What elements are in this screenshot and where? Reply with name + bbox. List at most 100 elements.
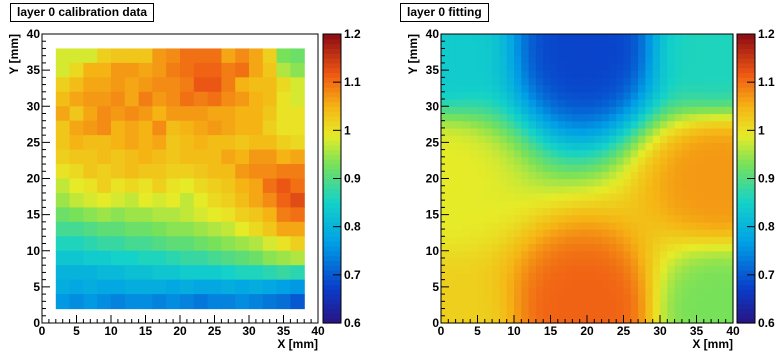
heatmap-cell (689, 286, 698, 295)
color-bar-step (737, 154, 755, 160)
heatmap-cell (601, 265, 610, 274)
heatmap-cell (711, 178, 719, 187)
heatmap-cell (645, 149, 654, 158)
heatmap-cell (572, 55, 581, 64)
heatmap-cell (725, 99, 734, 107)
heatmap-cell (83, 106, 98, 122)
heatmap-cell (601, 279, 610, 288)
heatmap-cell (572, 70, 581, 78)
heatmap-cell (616, 106, 625, 115)
heatmap-cell (718, 279, 727, 288)
heatmap-cell (506, 301, 515, 310)
heatmap-cell (565, 272, 573, 281)
heatmap-cell (521, 178, 530, 187)
heatmap-cell (448, 265, 457, 274)
heatmap-cell (499, 55, 508, 64)
heatmap-cell (550, 192, 559, 201)
heatmap-cell (601, 221, 610, 230)
heatmap-cell (83, 221, 98, 237)
heatmap-cell (689, 84, 698, 93)
heatmap-cell (681, 84, 690, 93)
heatmap-cell (543, 265, 552, 274)
heatmap-cell (601, 127, 610, 136)
heatmap-cell (152, 265, 167, 281)
heatmap-cell (608, 192, 617, 201)
y-tick-label: 15 (426, 208, 440, 222)
heatmap-cell (166, 91, 181, 107)
heatmap-cell (543, 135, 552, 143)
heatmap-cell (616, 315, 625, 324)
color-bar-step (323, 139, 341, 146)
heatmap-cell (579, 265, 588, 274)
heatmap-cell (616, 200, 625, 208)
heatmap-cell (681, 164, 690, 172)
heatmap-cell (652, 142, 661, 151)
heatmap-cell (725, 156, 734, 165)
heatmap-cell (193, 207, 209, 223)
heatmap-cell (138, 164, 153, 180)
heatmap-cell (601, 164, 610, 172)
heatmap-cell (718, 62, 727, 71)
heatmap-cell (594, 149, 603, 158)
heatmap-cell (557, 185, 566, 194)
heatmap-cell (660, 214, 668, 223)
heatmap-cell (448, 84, 457, 93)
heatmap-cell (207, 207, 222, 223)
heatmap-cell (521, 192, 530, 201)
heatmap-cell (124, 265, 140, 281)
heatmap-cell (111, 178, 126, 194)
heatmap-cell (470, 55, 479, 64)
heatmap-cell (667, 77, 676, 86)
color-bar-step (323, 164, 341, 170)
heatmap-cell (276, 77, 291, 93)
heatmap-cell (276, 120, 291, 136)
heatmap-cell (645, 84, 654, 93)
heatmap-cell (448, 257, 457, 266)
heatmap-cell (455, 171, 464, 180)
color-bar-step (737, 318, 755, 324)
heatmap-cell (152, 250, 167, 266)
heatmap-cell (514, 207, 522, 216)
heatmap-cell (608, 286, 617, 295)
heatmap-cell (587, 178, 595, 187)
heatmap-cell (528, 55, 537, 64)
heatmap-cell (652, 127, 661, 136)
heatmap-cell (674, 185, 683, 194)
heatmap-cell (484, 135, 493, 143)
heatmap-cell (499, 113, 508, 122)
color-bar-step (737, 67, 755, 74)
heatmap-cell (207, 135, 222, 151)
heatmap-cell (521, 171, 530, 180)
heatmap-cell (703, 62, 712, 71)
heatmap-cell (477, 221, 486, 230)
heatmap-cell (535, 70, 544, 78)
heatmap-cell (290, 236, 305, 252)
heatmap-cell (166, 221, 181, 237)
heatmap-cell (557, 77, 566, 86)
heatmap-cell (138, 221, 153, 237)
heatmap-cell (448, 77, 457, 86)
heatmap-cell (638, 243, 646, 252)
heatmap-cell (124, 135, 140, 151)
color-bar-step (737, 130, 755, 136)
heatmap-cell (703, 192, 712, 201)
heatmap-cell (587, 41, 595, 50)
heatmap-cell (630, 229, 639, 237)
heatmap-cell (499, 171, 508, 180)
color-bar-step (737, 260, 755, 266)
heatmap-cell (674, 192, 683, 201)
heatmap-cell (499, 99, 508, 107)
heatmap-cell (645, 91, 654, 100)
heatmap-cell (441, 171, 449, 180)
color-bar-step (737, 72, 755, 78)
heatmap-cell (645, 142, 654, 151)
heatmap-cell (514, 178, 522, 187)
heatmap-cell (696, 41, 705, 50)
heatmap-cell (725, 127, 734, 136)
heatmap-cell (235, 265, 250, 281)
heatmap-cell (594, 41, 603, 50)
heatmap-cell (484, 294, 493, 302)
heatmap-cell (180, 221, 195, 237)
heatmap-cell (455, 236, 464, 245)
